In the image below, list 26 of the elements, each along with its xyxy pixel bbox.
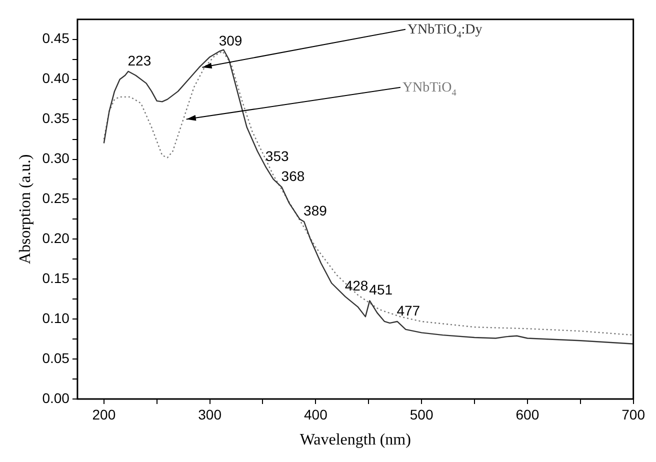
x-tick-label: 300 xyxy=(198,406,222,422)
y-tick-label: 0.35 xyxy=(42,110,70,126)
x-tick-label: 700 xyxy=(622,406,646,422)
x-tick-label: 400 xyxy=(304,406,328,422)
y-tick-label: 0.25 xyxy=(42,190,70,206)
y-tick-label: 0.00 xyxy=(42,390,70,406)
y-tick-label: 0.05 xyxy=(42,350,70,366)
x-axis-title: Wavelength (nm) xyxy=(300,432,411,449)
x-tick-label: 500 xyxy=(410,406,434,422)
x-tick-label: 600 xyxy=(516,406,540,422)
y-tick-label: 0.20 xyxy=(42,230,70,246)
annotation: 428 xyxy=(344,278,368,294)
y-tick-label: 0.40 xyxy=(42,70,70,86)
annotation: 389 xyxy=(304,202,328,219)
y-axis-title: Absorption (a.u.) xyxy=(16,154,34,264)
annotation: 309 xyxy=(218,32,242,48)
annotation: 477 xyxy=(396,302,420,318)
y-tick-label: 0.15 xyxy=(42,270,70,286)
y-tick-label: 0.45 xyxy=(42,30,70,46)
y-tick-label: 0.30 xyxy=(42,150,70,166)
annotation: 368 xyxy=(281,168,305,184)
annotation: 353 xyxy=(265,148,289,164)
annotation: 223 xyxy=(128,52,152,68)
annotation: 451 xyxy=(369,282,393,298)
x-tick-label: 200 xyxy=(92,406,116,422)
y-tick-label: 0.10 xyxy=(42,310,70,326)
